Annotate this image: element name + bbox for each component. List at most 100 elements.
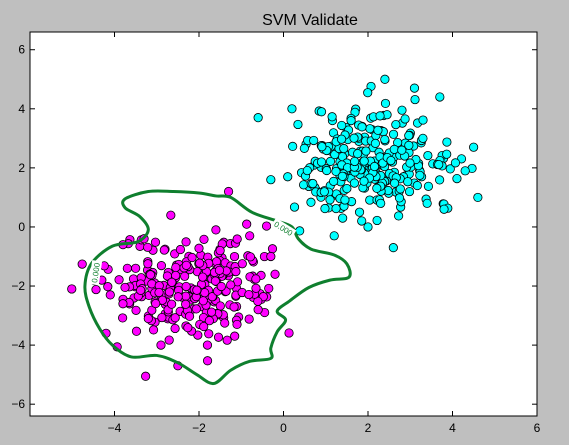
scatter-point bbox=[405, 158, 415, 168]
scatter-point bbox=[244, 289, 254, 300]
scatter-point bbox=[388, 243, 398, 253]
scatter-point bbox=[143, 259, 153, 269]
scatter-point bbox=[200, 288, 210, 298]
scatter-point bbox=[181, 260, 191, 270]
scatter-point bbox=[199, 321, 209, 332]
scatter-point bbox=[170, 323, 180, 334]
scatter-point bbox=[245, 231, 255, 241]
scatter-point bbox=[223, 186, 234, 197]
scatter-point bbox=[270, 269, 280, 279]
scatter-point bbox=[213, 332, 224, 342]
scatter-point bbox=[434, 160, 444, 170]
scatter-point bbox=[363, 88, 373, 98]
contour-label-mask bbox=[88, 260, 103, 286]
scatter-point bbox=[329, 176, 339, 186]
scatter-point bbox=[337, 120, 347, 131]
scatter-point bbox=[346, 116, 356, 126]
scatter-point bbox=[143, 242, 153, 252]
scatter-point bbox=[122, 263, 132, 273]
scatter-point bbox=[357, 122, 367, 132]
scatter-point bbox=[181, 291, 191, 301]
scatter-point bbox=[320, 203, 330, 214]
scatter-point bbox=[412, 180, 422, 191]
scatter-point bbox=[460, 166, 470, 176]
scatter-point bbox=[289, 202, 300, 212]
scatter-point bbox=[363, 222, 373, 232]
scatter-point bbox=[261, 221, 272, 231]
scatter-point bbox=[170, 313, 180, 323]
scatter-point bbox=[331, 203, 341, 214]
scatter-point bbox=[214, 265, 225, 275]
scatter-point bbox=[338, 213, 348, 223]
scatter-point bbox=[380, 134, 390, 145]
scatter-point bbox=[404, 186, 415, 197]
y-tick-label: 0 bbox=[18, 220, 25, 234]
scatter-point bbox=[181, 281, 191, 292]
scatter-point bbox=[397, 105, 407, 115]
scatter-point bbox=[354, 207, 365, 217]
scatter-point bbox=[151, 298, 161, 309]
scatter-point bbox=[353, 149, 363, 159]
scatter-point bbox=[288, 141, 298, 152]
scatter-point bbox=[349, 178, 360, 188]
scatter-point bbox=[359, 156, 369, 166]
scatter-point bbox=[220, 318, 230, 328]
scatter-point bbox=[372, 183, 382, 193]
scatter-point bbox=[423, 150, 433, 161]
x-tick-label: −4 bbox=[108, 421, 122, 435]
scatter-point bbox=[264, 283, 274, 294]
scatter-point bbox=[359, 176, 369, 186]
scatter-point bbox=[409, 83, 420, 93]
scatter-point bbox=[184, 311, 195, 321]
scatter-point bbox=[325, 156, 336, 166]
scatter-point bbox=[181, 237, 191, 247]
scatter-point bbox=[245, 252, 255, 262]
scatter-point bbox=[442, 149, 452, 159]
ticks-layer: −4 −2 0 2 4 6 −6 −4 −2 0 2 4 6 bbox=[11, 32, 541, 435]
scatter-point bbox=[251, 274, 261, 284]
scatter-point bbox=[389, 178, 400, 188]
scatter-point bbox=[322, 165, 332, 176]
y-tick-label: 2 bbox=[18, 161, 25, 175]
scatter-point bbox=[231, 267, 241, 277]
scatter-point bbox=[171, 262, 181, 273]
scatter-point bbox=[395, 184, 405, 194]
scatter-point bbox=[210, 276, 220, 286]
scatter-point bbox=[306, 197, 316, 207]
scatter-point bbox=[105, 290, 115, 300]
y-tick-label: −6 bbox=[11, 397, 25, 411]
scatter-point bbox=[164, 335, 174, 345]
scatter-point bbox=[202, 340, 213, 350]
scatter-point bbox=[204, 316, 214, 326]
scatter-point bbox=[175, 244, 186, 255]
scatter-point bbox=[148, 325, 159, 335]
scatter-point bbox=[159, 245, 169, 255]
scatter-point bbox=[469, 142, 479, 152]
scatter-point bbox=[222, 335, 232, 345]
scatter-point bbox=[118, 299, 128, 309]
scatter-point bbox=[394, 193, 405, 203]
scatter-point bbox=[198, 272, 208, 282]
scatter-point bbox=[391, 119, 401, 130]
scatter-point bbox=[317, 142, 327, 152]
scatter-point bbox=[386, 155, 396, 166]
scatter-point bbox=[319, 187, 329, 197]
scatter-point bbox=[157, 312, 167, 323]
scatter-point bbox=[325, 195, 335, 205]
scatter-point bbox=[147, 279, 157, 289]
scatter-point bbox=[229, 302, 239, 312]
scatter-point bbox=[215, 245, 225, 256]
scatter-point bbox=[287, 104, 297, 114]
y-tick-label: 4 bbox=[18, 102, 25, 116]
scatter-point bbox=[445, 164, 455, 174]
scatter-point bbox=[404, 140, 414, 150]
scatter-point bbox=[435, 175, 445, 185]
scatter-point bbox=[473, 192, 483, 203]
scatter-point bbox=[357, 216, 367, 226]
scatter-point bbox=[339, 143, 349, 154]
scatter-point bbox=[404, 130, 414, 141]
scatter-point bbox=[164, 287, 175, 297]
scatter-point bbox=[293, 119, 303, 130]
scatter-point bbox=[376, 198, 386, 208]
